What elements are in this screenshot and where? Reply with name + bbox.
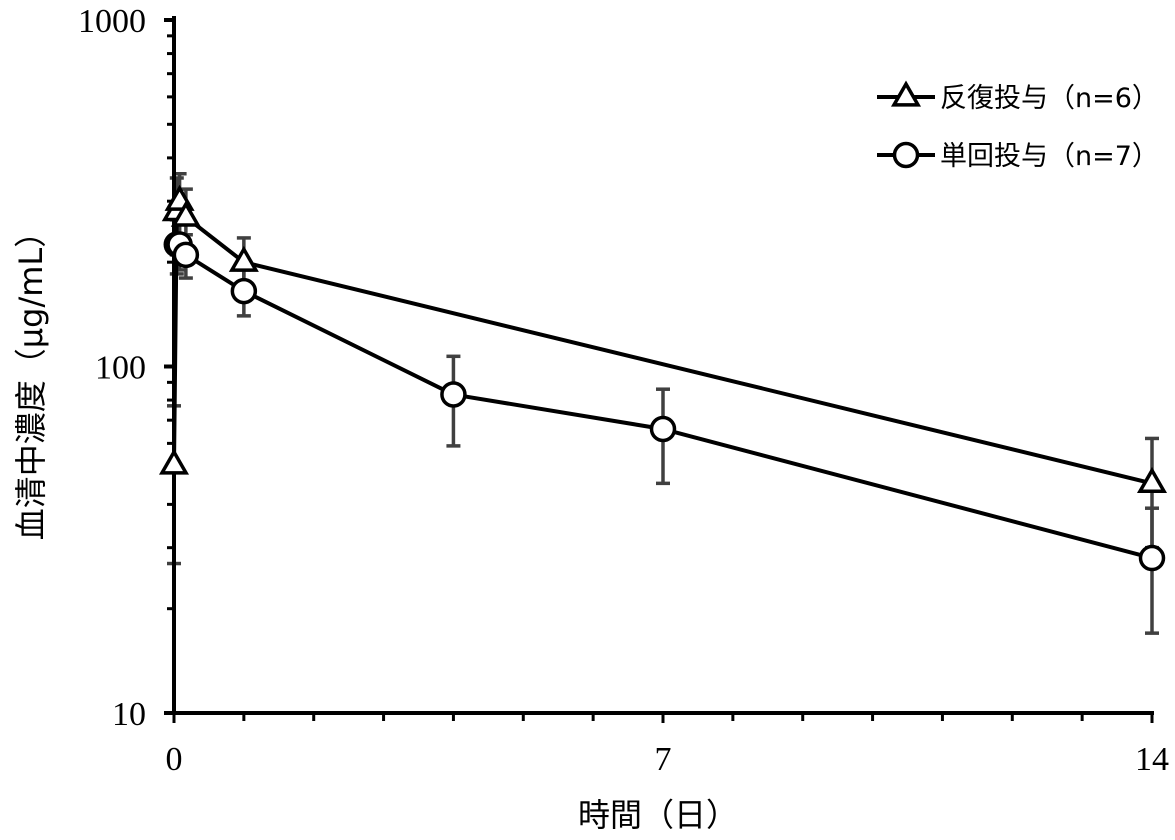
y-tick-label: 100	[95, 350, 146, 387]
x-tick-label: 14	[1135, 741, 1169, 778]
triangle-marker-repeated	[170, 200, 201, 227]
y-axis-title: 血清中濃度（μg/mL）	[12, 216, 50, 540]
legend-marker-repeated	[890, 80, 922, 107]
triangle-marker-repeated	[1136, 466, 1168, 494]
legend-marker-single	[892, 141, 920, 169]
series-lines	[172, 199, 1153, 560]
axes	[164, 16, 1154, 723]
y-tick-label: 10	[112, 696, 146, 733]
data-markers	[158, 184, 1168, 572]
circle-marker-single	[230, 277, 258, 305]
legend-label-single: 単回投与（n=7）	[940, 141, 1159, 172]
circle-marker-single	[1138, 544, 1166, 572]
y-tick-label: 1000	[78, 3, 146, 40]
x-axis-title: 時間（日）	[578, 796, 738, 834]
triangle-marker-repeated	[158, 448, 190, 475]
error-bars	[167, 171, 1159, 635]
circle-marker-single	[440, 381, 467, 408]
x-tick-label: 7	[655, 741, 672, 778]
circle-marker-single	[172, 241, 200, 269]
circle-marker-single	[649, 415, 677, 443]
x-tick-label: 0	[166, 741, 183, 778]
triangle-marker-repeated	[228, 245, 259, 272]
legend: 反復投与（n=6） 単回投与（n=7）	[877, 80, 1159, 172]
tick-labels: 10 100 1000 0 7 14	[78, 3, 1169, 778]
legend-label-repeated: 反復投与（n=6）	[940, 83, 1159, 114]
